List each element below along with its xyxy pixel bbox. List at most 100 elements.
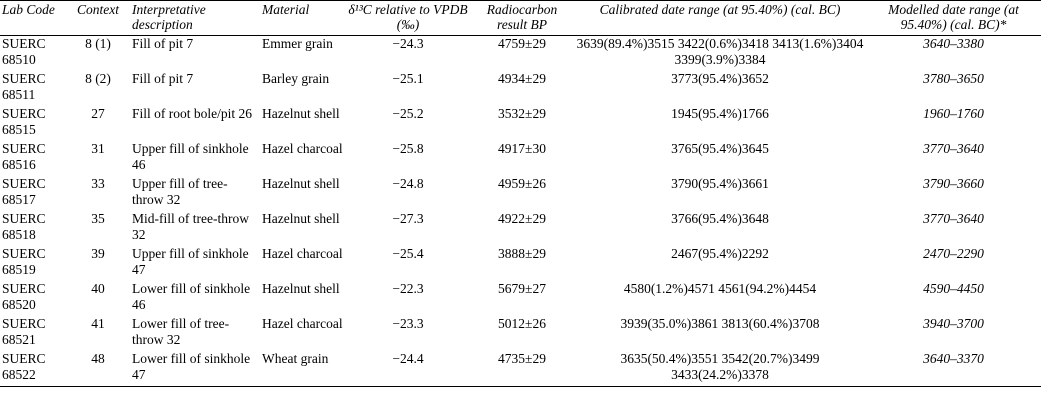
table-cell: SUERC 68516 bbox=[2, 141, 46, 172]
column-header: Lab Code bbox=[0, 0, 66, 36]
column-header: Context bbox=[66, 0, 130, 36]
table-cell: SUERC 68522 bbox=[2, 351, 46, 382]
table-row: SUERC 68522 48 Lower fill of sinkhole 47 Wh… bbox=[0, 351, 1041, 387]
column-header: Interpretative description bbox=[130, 0, 260, 36]
table-cell: 4590–4450 bbox=[923, 281, 984, 296]
table-cell: 31 bbox=[91, 141, 105, 156]
table-cell: Hazelnut shell bbox=[262, 176, 340, 191]
table-cell: 1960–1760 bbox=[923, 106, 984, 121]
table-cell: Wheat grain bbox=[262, 351, 329, 366]
table-cell: SUERC 68518 bbox=[2, 211, 46, 242]
table-cell: Hazelnut shell bbox=[262, 211, 340, 226]
table-cell: 3766(95.4%)3648 bbox=[671, 211, 769, 226]
table-cell: −22.3 bbox=[392, 281, 424, 296]
table-cell: Upper fill of sinkhole 47 bbox=[132, 246, 249, 277]
table-cell: −25.8 bbox=[392, 141, 424, 156]
table-row: SUERC 68519 39 Upper fill of sinkhole 47 Ha… bbox=[0, 246, 1041, 281]
table-cell: 4735±29 bbox=[498, 351, 546, 366]
table-cell: 8 (2) bbox=[85, 71, 111, 86]
table-cell: Upper fill of tree-throw 32 bbox=[132, 176, 228, 207]
table-cell: 3635(50.4%)3551 3542(20.7%)3499 3433(24.… bbox=[620, 351, 820, 382]
column-header: Calibrated date range (at 95.40%) (cal. … bbox=[574, 0, 866, 36]
table-cell: SUERC 68521 bbox=[2, 316, 46, 347]
column-header: Radiocarbon result BP bbox=[470, 0, 574, 36]
table-cell: Fill of pit 7 bbox=[132, 36, 194, 51]
table-cell: Emmer grain bbox=[262, 36, 333, 51]
table-cell: 2470–2290 bbox=[923, 246, 984, 261]
table-cell: 48 bbox=[91, 351, 105, 366]
table-cell: Hazel charcoal bbox=[262, 246, 343, 261]
table-cell: 4959±26 bbox=[498, 176, 546, 191]
table-cell: −23.3 bbox=[392, 316, 424, 331]
table-cell: SUERC 68510 bbox=[2, 36, 46, 67]
table-cell: −25.4 bbox=[392, 246, 424, 261]
table-cell: 3940–3700 bbox=[923, 316, 984, 331]
table-body: SUERC 68510 8 (1) Fill of pit 7 Emmer grain… bbox=[0, 36, 1041, 387]
table-cell: 41 bbox=[91, 316, 105, 331]
table-cell: Hazel charcoal bbox=[262, 316, 343, 331]
table-row: SUERC 68515 27 Fill of root bole/pit 26 Haz… bbox=[0, 106, 1041, 141]
table-cell: Barley grain bbox=[262, 71, 330, 86]
table-cell: 3770–3640 bbox=[923, 141, 984, 156]
table-cell: Lower fill of sinkhole 47 bbox=[132, 351, 251, 382]
table-cell: 2467(95.4%)2292 bbox=[671, 246, 769, 261]
table-cell: 5679±27 bbox=[498, 281, 546, 296]
header-row: Lab Code Context Interpretative descriptio… bbox=[0, 0, 1041, 36]
table-row: SUERC 68516 31 Upper fill of sinkhole 46 Ha… bbox=[0, 141, 1041, 176]
table-cell: 4917±30 bbox=[498, 141, 546, 156]
table-cell: 3640–3370 bbox=[923, 351, 984, 366]
table-cell: 4759±29 bbox=[498, 36, 546, 51]
table-cell: 3765(95.4%)3645 bbox=[671, 141, 769, 156]
table-cell: Fill of pit 7 bbox=[132, 71, 194, 86]
table-cell: 3780–3650 bbox=[923, 71, 984, 86]
table-cell: 4922±29 bbox=[498, 211, 546, 226]
table-cell: −25.2 bbox=[392, 106, 424, 121]
table-cell: 4580(1.2%)4571 4561(94.2%)4454 bbox=[623, 281, 817, 296]
table-cell: Hazel charcoal bbox=[262, 141, 343, 156]
table-cell: −24.3 bbox=[392, 36, 424, 51]
table-cell: Fill of root bole/pit 26 bbox=[132, 106, 252, 121]
table-cell: 3532±29 bbox=[498, 106, 546, 121]
table-cell: SUERC 68519 bbox=[2, 246, 46, 277]
table-cell: 3888±29 bbox=[498, 246, 546, 261]
table-cell: 33 bbox=[91, 176, 105, 191]
column-header: Modelled date range (at 95.40%) (cal. BC… bbox=[866, 0, 1041, 36]
table-cell: 3790–3660 bbox=[923, 176, 984, 191]
table-cell: 1945(95.4%)1766 bbox=[671, 106, 769, 121]
table-cell: 4934±29 bbox=[498, 71, 546, 86]
table-cell: 35 bbox=[91, 211, 105, 226]
table-cell: SUERC 68511 bbox=[2, 71, 46, 102]
table-cell: Lower fill of tree-throw 32 bbox=[132, 316, 230, 347]
table-row: SUERC 68518 35 Mid-fill of tree-throw 32 Ha… bbox=[0, 211, 1041, 246]
table-row: SUERC 68510 8 (1) Fill of pit 7 Emmer grain… bbox=[0, 36, 1041, 72]
table-cell: Lower fill of sinkhole 46 bbox=[132, 281, 251, 312]
column-header: δ¹³C relative to VPDB (‰) bbox=[346, 0, 470, 36]
table-cell: 3770–3640 bbox=[923, 211, 984, 226]
table-row: SUERC 68521 41 Lower fill of tree-throw 32… bbox=[0, 316, 1041, 351]
table-cell: 5012±26 bbox=[498, 316, 546, 331]
table-cell: 3790(95.4%)3661 bbox=[671, 176, 769, 191]
table-cell: Hazelnut shell bbox=[262, 106, 340, 121]
table-cell: SUERC 68517 bbox=[2, 176, 46, 207]
data-table: Lab Code Context Interpretative descriptio… bbox=[0, 0, 1041, 387]
table-cell: Mid-fill of tree-throw 32 bbox=[132, 211, 249, 242]
table-row: SUERC 68520 40 Lower fill of sinkhole 46 Ha… bbox=[0, 281, 1041, 316]
table-row: SUERC 68511 8 (2) Fill of pit 7 Barley grai… bbox=[0, 71, 1041, 106]
column-header: Material bbox=[260, 0, 346, 36]
table-row: SUERC 68517 33 Upper fill of tree-throw 32… bbox=[0, 176, 1041, 211]
table-cell: 3939(35.0%)3861 3813(60.4%)3708 bbox=[620, 316, 820, 331]
table-cell: 3639(89.4%)3515 3422(0.6%)3418 3413(1.6%… bbox=[576, 36, 864, 67]
table-cell: SUERC 68515 bbox=[2, 106, 46, 137]
table-cell: 39 bbox=[91, 246, 105, 261]
table-cell: −24.8 bbox=[392, 176, 424, 191]
table-cell: −24.4 bbox=[392, 351, 424, 366]
table-cell: Upper fill of sinkhole 46 bbox=[132, 141, 249, 172]
table-cell: SUERC 68520 bbox=[2, 281, 46, 312]
table-cell: 3640–3380 bbox=[923, 36, 984, 51]
table-cell: −27.3 bbox=[392, 211, 424, 226]
table-cell: 8 (1) bbox=[85, 36, 111, 51]
table-cell: −25.1 bbox=[392, 71, 424, 86]
table-cell: Hazelnut shell bbox=[262, 281, 340, 296]
table-cell: 3773(95.4%)3652 bbox=[671, 71, 769, 86]
